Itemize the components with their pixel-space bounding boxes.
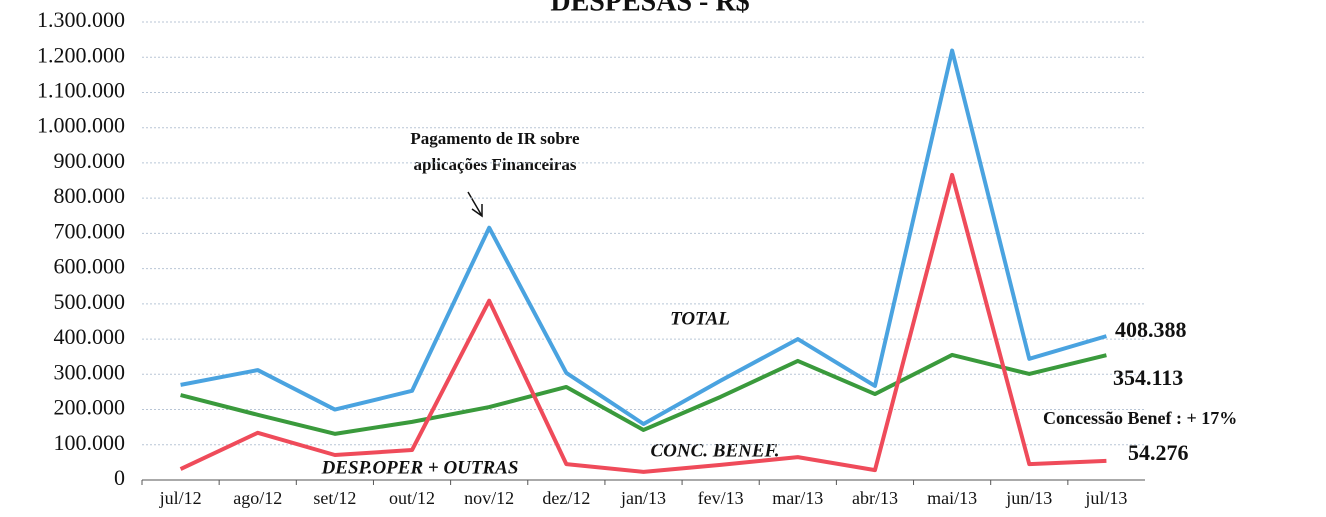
- y-tick-label: 800.000: [54, 183, 126, 208]
- series-line: [179, 172, 1107, 474]
- data-label: 54.276: [1128, 440, 1189, 465]
- x-tick-label: fev/13: [698, 488, 744, 508]
- y-tick-label: 600.000: [54, 254, 126, 279]
- series-line: [180, 48, 1107, 426]
- annotation: aplicações Financeiras: [414, 155, 577, 174]
- series-label: DESP.OPER + OUTRAS: [321, 457, 519, 478]
- x-tick-label: ago/12: [233, 488, 282, 508]
- x-tick-label: mar/13: [772, 488, 823, 508]
- y-tick-label: 400.000: [54, 324, 126, 349]
- annotation: Pagamento de IR sobre: [410, 129, 580, 148]
- y-tick-label: 0: [114, 465, 125, 490]
- y-tick-label: 1.100.000: [37, 78, 125, 103]
- y-tick-label: 1.000.000: [37, 113, 125, 138]
- chart-title: DESPESAS - R$: [550, 0, 749, 17]
- x-tick-label: jan/13: [620, 488, 666, 508]
- annotation-arrowhead: [471, 204, 483, 218]
- annotation-arrow: [467, 191, 483, 217]
- y-tick-label: 1.300.000: [37, 7, 125, 32]
- y-tick-label: 200.000: [54, 395, 126, 420]
- x-tick-label: mai/13: [927, 488, 977, 508]
- y-tick-label: 100.000: [54, 430, 126, 455]
- data-label: 354.113: [1113, 365, 1183, 390]
- y-tick-label: 300.000: [54, 359, 126, 384]
- series-label: CONC. BENEF.: [650, 440, 779, 461]
- x-tick-label: set/12: [313, 488, 356, 508]
- y-tick-label: 700.000: [54, 218, 126, 243]
- x-tick-label: abr/13: [852, 488, 898, 508]
- y-tick-label: 1.200.000: [37, 42, 125, 67]
- x-tick-label: jul/12: [159, 488, 202, 508]
- series-line: [180, 352, 1107, 436]
- annotation: Concessão Benef : + 17%: [1043, 408, 1237, 428]
- data-label: 408.388: [1115, 317, 1187, 342]
- y-tick-label: 900.000: [54, 148, 126, 173]
- x-tick-label: dez/12: [542, 488, 590, 508]
- x-tick-label: nov/12: [464, 488, 514, 508]
- y-tick-label: 500.000: [54, 289, 126, 314]
- x-tick-label: jul/13: [1084, 488, 1127, 508]
- series-label: TOTAL: [670, 308, 730, 329]
- x-tick-label: out/12: [389, 488, 435, 508]
- x-tick-label: jun/13: [1005, 488, 1052, 508]
